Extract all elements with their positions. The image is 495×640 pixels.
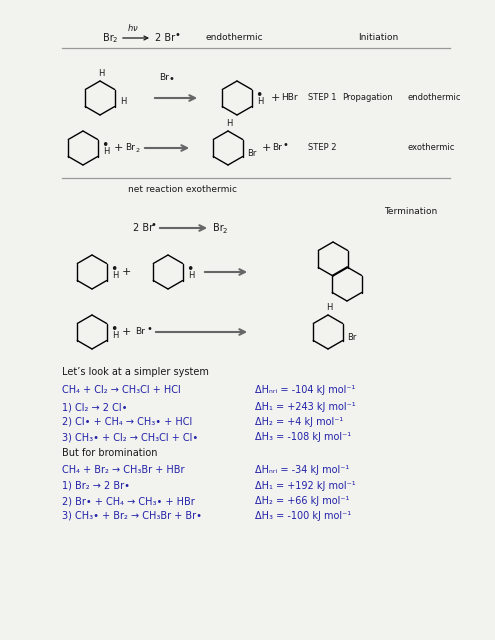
Text: •: • [110,323,117,335]
Text: H: H [112,332,118,340]
Text: CH₄ + Cl₂ → CH₃Cl + HCl: CH₄ + Cl₂ → CH₃Cl + HCl [62,385,181,395]
Text: 2) Cl• + CH₄ → CH₃• + HCl: 2) Cl• + CH₄ → CH₃• + HCl [62,417,192,427]
Text: HBr: HBr [281,93,297,102]
Text: ΔH₃ = -100 kJ mol⁻¹: ΔH₃ = -100 kJ mol⁻¹ [255,511,351,521]
Text: 3) CH₃• + Br₂ → CH₃Br + Br•: 3) CH₃• + Br₂ → CH₃Br + Br• [62,511,202,521]
Text: Br: Br [135,328,145,337]
Text: +: + [122,327,131,337]
Text: H: H [120,97,126,106]
Text: +: + [271,93,280,103]
Text: exothermic: exothermic [407,143,454,152]
Text: Br: Br [247,148,256,157]
Text: Propagation: Propagation [342,93,393,102]
Text: endothermic: endothermic [407,93,460,102]
Text: H: H [257,97,263,106]
Text: H: H [326,303,332,312]
Text: 2) Br• + CH₄ → CH₃• + HBr: 2) Br• + CH₄ → CH₃• + HBr [62,496,195,506]
Text: ΔH₁ = +192 kJ mol⁻¹: ΔH₁ = +192 kJ mol⁻¹ [255,481,355,491]
Text: endothermic: endothermic [205,33,263,42]
Text: H: H [188,271,195,280]
Text: STEP 1: STEP 1 [308,93,337,102]
Text: H: H [103,147,109,157]
Text: net reaction exothermic: net reaction exothermic [128,186,237,195]
Text: Br: Br [125,143,135,152]
Text: Br: Br [347,333,356,342]
Text: But for bromination: But for bromination [62,448,157,458]
Text: 2: 2 [223,228,227,234]
Text: 2: 2 [113,38,117,44]
Text: •: • [282,140,288,150]
Text: H: H [112,271,118,280]
Text: Br: Br [213,223,224,233]
Text: ΔH₁ = +243 kJ mol⁻¹: ΔH₁ = +243 kJ mol⁻¹ [255,402,355,412]
Text: +: + [262,143,271,153]
Text: 2: 2 [135,148,139,154]
Text: Br: Br [272,143,282,152]
Text: +: + [122,267,131,277]
Text: 2 Br: 2 Br [155,33,175,43]
Text: Initiation: Initiation [358,33,398,42]
Text: Br: Br [103,33,114,43]
Text: 1) Cl₂ → 2 Cl•: 1) Cl₂ → 2 Cl• [62,402,128,412]
Text: Termination: Termination [384,207,437,216]
Text: ΔH₂ = +66 kJ mol⁻¹: ΔH₂ = +66 kJ mol⁻¹ [255,496,349,506]
Text: +: + [114,143,123,153]
Text: ΔH₂ = +4 kJ mol⁻¹: ΔH₂ = +4 kJ mol⁻¹ [255,417,343,427]
Text: •: • [101,138,108,152]
Text: •: • [255,88,262,102]
Text: 2 Br: 2 Br [133,223,153,233]
Text: •: • [186,262,194,275]
Text: Let’s look at a simpler system: Let’s look at a simpler system [62,367,209,377]
Text: ΔHₙᵣᵢ = -34 kJ mol⁻¹: ΔHₙᵣᵢ = -34 kJ mol⁻¹ [255,465,349,475]
Text: •: • [147,324,153,334]
Text: H: H [98,69,104,78]
Text: CH₄ + Br₂ → CH₃Br + HBr: CH₄ + Br₂ → CH₃Br + HBr [62,465,185,475]
Text: H: H [226,119,232,128]
Text: •: • [174,30,180,40]
Text: $h\nu$: $h\nu$ [127,22,139,33]
Text: •: • [151,220,157,230]
Text: 1) Br₂ → 2 Br•: 1) Br₂ → 2 Br• [62,481,130,491]
Text: STEP 2: STEP 2 [308,143,337,152]
Text: Br: Br [159,72,169,81]
Text: ΔHₙᵣᵢ = -104 kJ mol⁻¹: ΔHₙᵣᵢ = -104 kJ mol⁻¹ [255,385,355,395]
Text: •: • [110,262,117,275]
Text: ΔH₃ = -108 kJ mol⁻¹: ΔH₃ = -108 kJ mol⁻¹ [255,432,351,442]
Text: •: • [169,74,175,84]
Text: 3) CH₃• + Cl₂ → CH₃Cl + Cl•: 3) CH₃• + Cl₂ → CH₃Cl + Cl• [62,432,198,442]
